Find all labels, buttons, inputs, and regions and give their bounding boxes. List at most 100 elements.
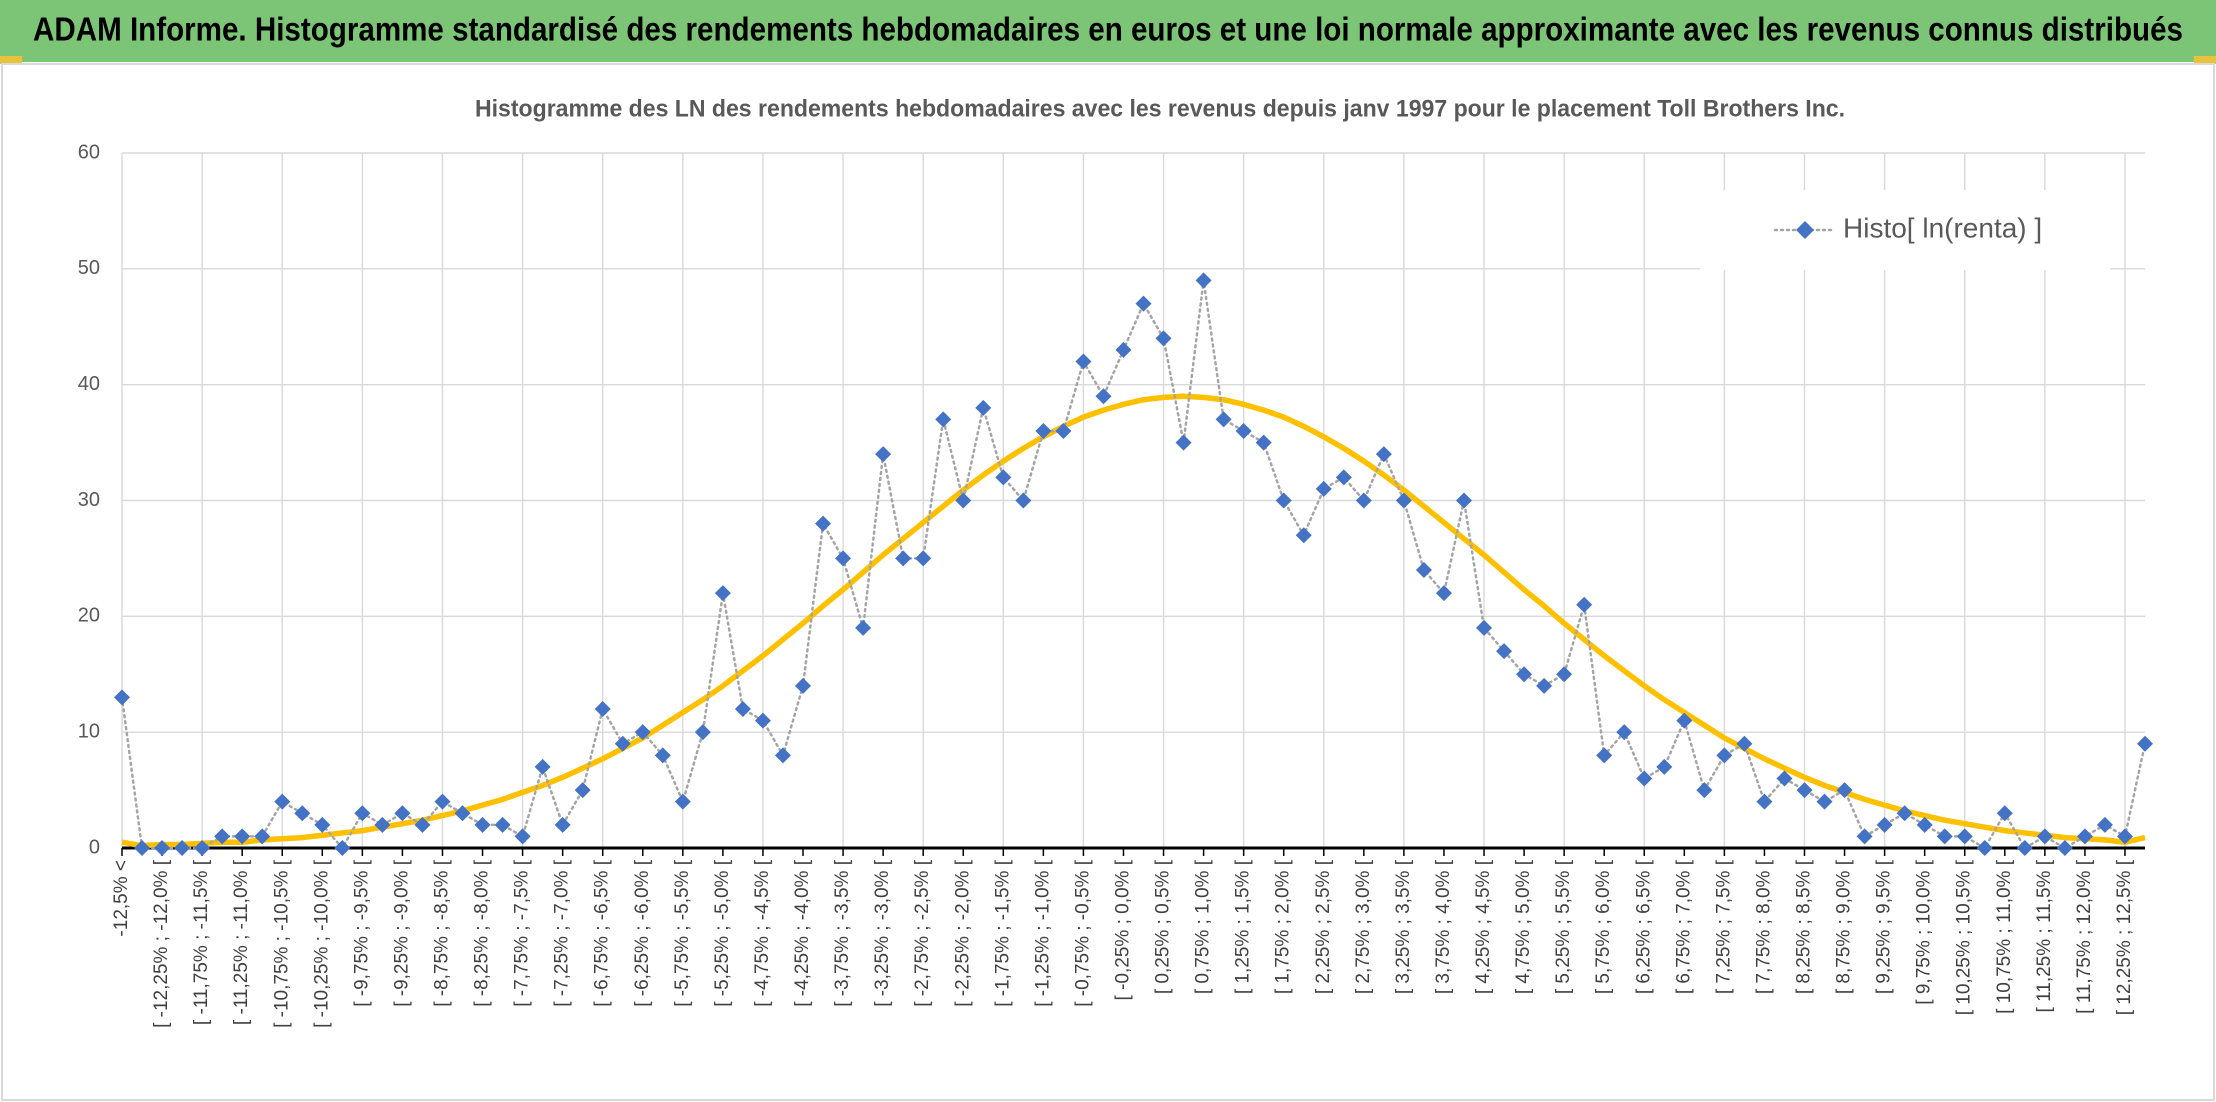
data-point xyxy=(1896,805,1913,822)
data-point xyxy=(835,550,852,567)
x-tick-label: [ 2,75% ; 3,0% [ xyxy=(1353,859,1374,994)
legend-box xyxy=(1700,190,2110,270)
data-point xyxy=(2036,828,2053,845)
data-point xyxy=(194,840,211,856)
data-point xyxy=(1956,828,1973,845)
y-tick-label: 40 xyxy=(78,373,100,395)
legend-marker xyxy=(1796,221,1814,239)
data-point xyxy=(1435,585,1452,602)
data-point xyxy=(474,816,491,833)
data-point xyxy=(234,828,251,845)
x-tick-label: [ 1,75% ; 2,0% [ xyxy=(1273,859,1294,994)
x-tick-label: [ -9,25% ; -9,0% [ xyxy=(391,859,412,1007)
data-point xyxy=(214,828,231,845)
x-tick-label: [ -5,75% ; -5,5% [ xyxy=(672,859,693,1007)
x-tick-label: [ 7,25% ; 7,5% [ xyxy=(1713,859,1734,994)
data-point xyxy=(1696,782,1713,799)
x-tick-label: [ 10,25% ; 10,5% [ xyxy=(1954,859,1975,1015)
data-point xyxy=(935,411,952,428)
data-point xyxy=(454,805,471,822)
data-point xyxy=(1816,793,1833,810)
data-point xyxy=(1375,446,1392,463)
data-point xyxy=(1796,782,1813,799)
data-point xyxy=(1496,643,1513,660)
data-point xyxy=(574,782,591,799)
data-point xyxy=(1536,677,1553,694)
data-point xyxy=(1476,619,1493,636)
data-point xyxy=(1175,434,1192,451)
data-point xyxy=(1255,434,1272,451)
x-tick-label: [ -4,25% ; -4,0% [ xyxy=(792,859,813,1007)
data-point xyxy=(354,805,371,822)
data-point xyxy=(1035,423,1052,439)
x-tick-label: [ -2,75% ; -2,5% [ xyxy=(912,859,933,1007)
x-tick-label: [ -3,75% ; -3,5% [ xyxy=(832,859,853,1007)
x-tick-label: [ 4,25% ; 4,5% [ xyxy=(1473,859,1494,994)
x-tick-label: [ -8,25% ; -8,0% [ xyxy=(472,859,493,1007)
data-point xyxy=(2137,735,2153,752)
data-point xyxy=(154,840,171,856)
data-point xyxy=(1155,330,1172,347)
data-point xyxy=(895,550,912,567)
data-point xyxy=(654,747,671,764)
x-tick-label: [ 0,25% ; 0,5% [ xyxy=(1153,859,1174,994)
data-point xyxy=(1596,747,1613,764)
data-point xyxy=(1275,492,1292,509)
x-tick-label: [ 2,25% ; 2,5% [ xyxy=(1313,859,1334,994)
y-tick-label: 20 xyxy=(78,605,100,627)
data-point xyxy=(1576,596,1593,613)
data-point xyxy=(374,816,391,833)
legend-label: Histo[ ln(renta) ] xyxy=(1843,212,2042,243)
data-point xyxy=(2056,840,2073,856)
data-point xyxy=(1355,492,1372,509)
data-point xyxy=(274,793,291,810)
data-point xyxy=(134,840,151,856)
x-tick-label: [ 9,75% ; 10,0% [ xyxy=(1914,859,1935,1004)
x-tick-label: -12,5% < xyxy=(111,860,132,937)
data-point xyxy=(1736,735,1753,752)
y-tick-label: 0 xyxy=(89,836,100,858)
data-point xyxy=(1676,712,1693,729)
x-tick-label: [ 10,75% ; 11,0% [ xyxy=(1994,859,2015,1014)
data-point xyxy=(674,793,691,810)
data-point xyxy=(494,816,511,833)
y-tick-label: 60 xyxy=(78,141,100,163)
x-tick-label: [ -3,25% ; -3,0% [ xyxy=(872,859,893,1007)
data-point xyxy=(1195,272,1212,289)
data-point xyxy=(1075,353,1092,370)
data-point xyxy=(774,747,791,764)
data-point xyxy=(2096,816,2113,833)
data-point xyxy=(1916,816,1933,833)
x-tick-label: [ -11,75% ; -11,5% [ xyxy=(191,859,212,1025)
x-tick-label: [ 8,25% ; 8,5% [ xyxy=(1794,859,1815,994)
data-point xyxy=(254,828,271,845)
data-point xyxy=(1235,423,1252,439)
data-point xyxy=(1716,747,1733,764)
x-tick-label: [ 3,25% ; 3,5% [ xyxy=(1393,859,1414,994)
data-point xyxy=(414,816,431,833)
page-title: ADAM Informe. Histogramme standardisé de… xyxy=(33,11,2183,48)
x-tick-label: [ 3,75% ; 4,0% [ xyxy=(1433,859,1454,994)
data-point xyxy=(1095,388,1112,405)
data-point xyxy=(754,712,771,729)
data-point xyxy=(975,399,992,416)
x-tick-label: [ -0,25% ; 0,0% [ xyxy=(1113,859,1134,1000)
data-point xyxy=(734,701,751,717)
data-point xyxy=(1976,840,1993,856)
data-point xyxy=(1295,527,1312,544)
x-tick-label: [ -7,75% ; -7,5% [ xyxy=(512,859,533,1007)
data-point xyxy=(634,724,651,741)
data-point xyxy=(1015,492,1032,509)
x-tick-label: [ -7,25% ; -7,0% [ xyxy=(552,859,573,1007)
data-point xyxy=(955,492,972,509)
data-point xyxy=(1856,828,1873,845)
data-point xyxy=(114,689,130,706)
data-point xyxy=(1415,562,1432,578)
x-tick-label: [ 12,25% ; 12,5% [ xyxy=(2114,859,2135,1015)
x-tick-label: [ -10,25% ; -10,0% [ xyxy=(311,859,332,1028)
x-tick-label: [ 6,25% ; 6,5% [ xyxy=(1633,859,1654,994)
data-point xyxy=(554,816,571,833)
data-point xyxy=(1115,341,1132,358)
